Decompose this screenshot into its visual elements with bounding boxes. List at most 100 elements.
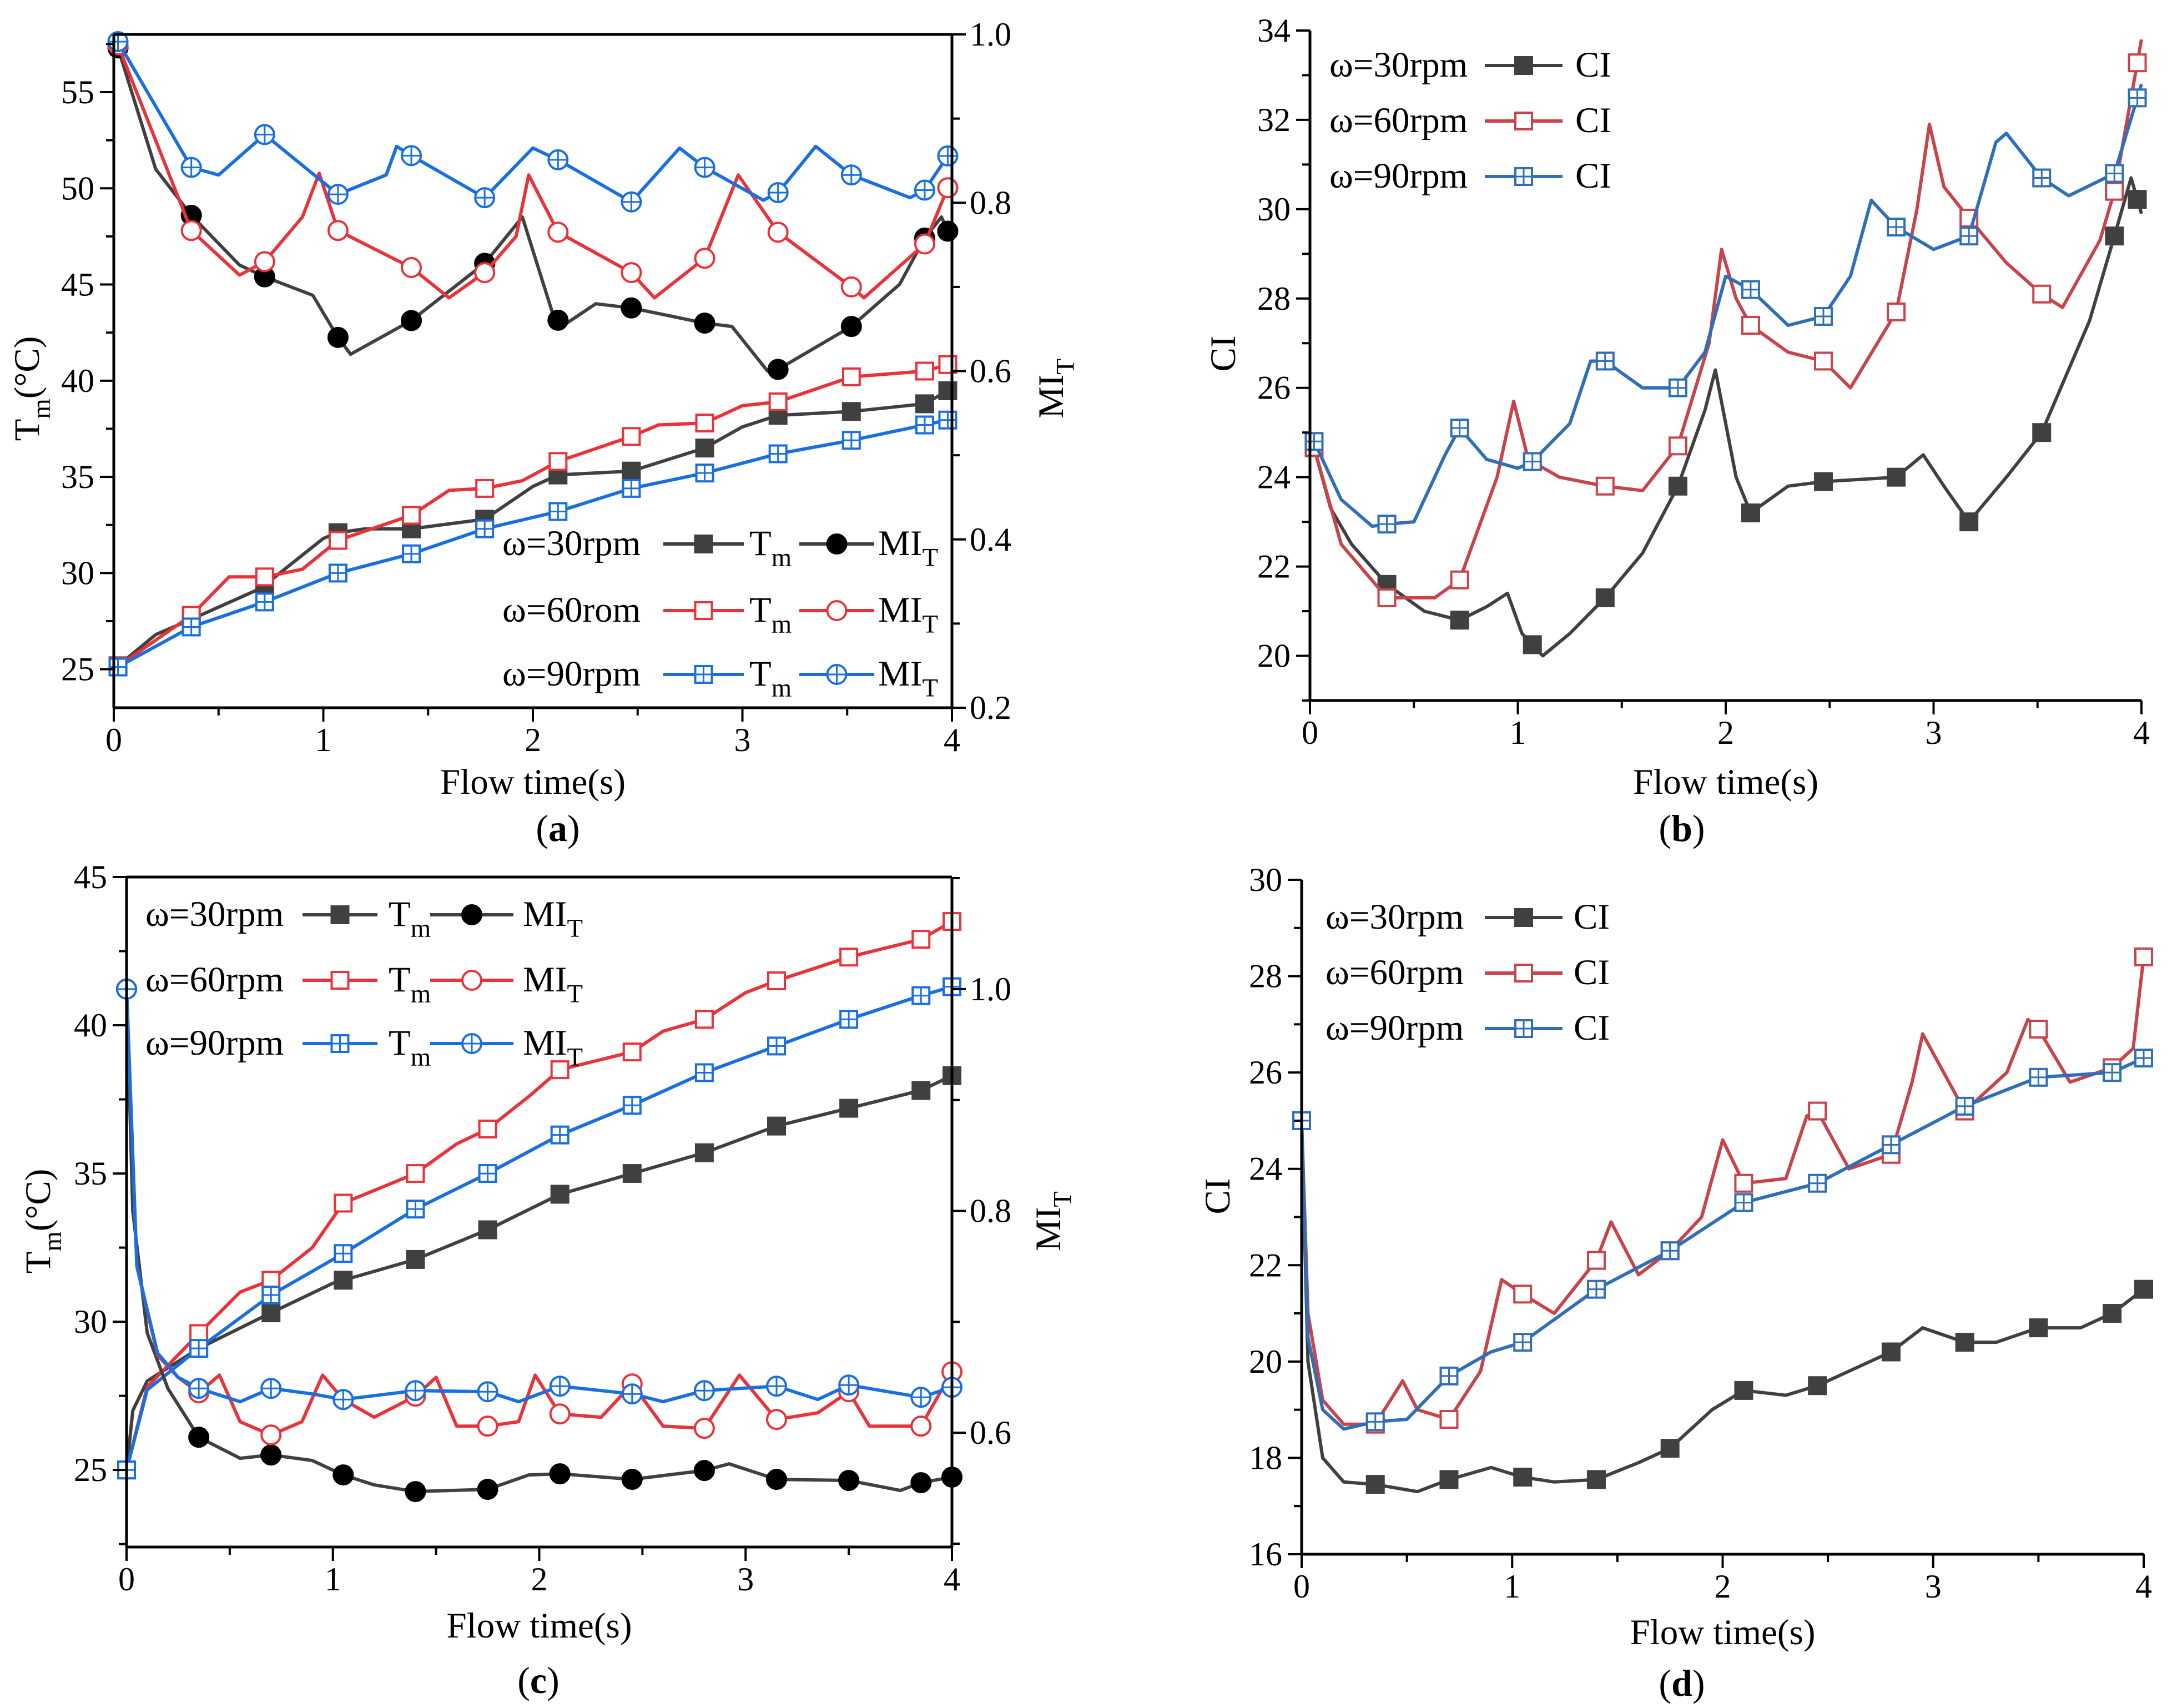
square-open-marker: [1814, 351, 1833, 371]
y-tick-label: 35: [74, 1155, 107, 1192]
y-tick-label: 40: [61, 362, 94, 399]
square-open-marker: [402, 506, 421, 525]
square-open-marker: [768, 392, 788, 411]
square-open-marker: [478, 1119, 497, 1138]
square-open-marker: [2032, 284, 2052, 304]
legend-item-label: Tm: [749, 523, 792, 572]
series-5: [116, 978, 962, 1410]
circle-open-marker: [180, 220, 202, 241]
series-5: [107, 31, 959, 213]
legend-row: ω=90rpm Tm MIT: [145, 1023, 583, 1072]
series-line: [1308, 176, 2143, 658]
square-open-marker: [255, 567, 274, 587]
legend-item-label-sub: T: [567, 980, 583, 1009]
circle-filled-marker: [332, 1464, 354, 1486]
square-filled-marker: [1450, 611, 1469, 630]
square-filled-marker: [1523, 635, 1542, 654]
square-open-marker: [1439, 1410, 1459, 1429]
panel-letter: c: [530, 1659, 547, 1701]
circle-filled-marker: [693, 1460, 715, 1482]
legend-item-label-sub: T: [567, 914, 583, 943]
legend-item-label: CI: [1575, 156, 1611, 196]
legend-label: ω=60rpm: [1326, 953, 1464, 992]
legend-label: ω=90rpm: [145, 1023, 284, 1063]
series-line: [1300, 1056, 2145, 1431]
series-line: [112, 33, 954, 300]
y-tick-label: 30: [1257, 191, 1291, 228]
square-filled-marker: [911, 1081, 931, 1100]
square-open-marker: [915, 361, 934, 381]
square-filled-marker: [1741, 503, 1760, 523]
legend-item-label: CI: [1574, 1008, 1610, 1048]
square-open-marker: [2128, 53, 2147, 73]
panel-paren: (: [517, 1659, 530, 1701]
y-tick-label: 20: [1257, 638, 1291, 674]
square-filled-marker: [2103, 1304, 2122, 1323]
panel-paren: (: [1659, 807, 1671, 849]
square-open-marker: [622, 1042, 642, 1062]
legend-item-label: MIT: [878, 654, 938, 703]
series-line: [112, 34, 954, 373]
square-filled-marker: [1808, 1376, 1827, 1395]
legend-item-label-sub: m: [411, 1043, 431, 1072]
circle-filled-marker: [549, 1463, 571, 1485]
x-tick-label: 3: [1926, 714, 1942, 751]
series-0: [1304, 176, 2147, 658]
square-open-marker: [1513, 1284, 1533, 1304]
circle-filled-marker: [188, 1427, 210, 1448]
panel-paren: (: [536, 807, 548, 849]
y-tick-label: 26: [1257, 370, 1291, 406]
circle-filled-marker: [621, 1469, 643, 1490]
y-tick-label: 28: [1257, 280, 1291, 317]
legend-item-label-main: MI: [523, 894, 567, 934]
x-axis-label: Flow time(s): [446, 1606, 632, 1646]
square-filled-marker: [841, 402, 861, 421]
legend-item-label-main: CI: [1575, 156, 1611, 196]
panel-letter: d: [1671, 1662, 1692, 1704]
series-1: [1304, 39, 2147, 607]
x-axis-label: Flow time(s): [1630, 1613, 1815, 1652]
square-filled-marker: [2134, 1279, 2153, 1299]
panel-label: (d): [1659, 1662, 1705, 1704]
legend-item-label: MIT: [878, 523, 938, 572]
x-axis-label: Flow time(s): [440, 762, 626, 802]
legend: ω=30rpm CI ω=60rpm CI ω=90rpm CI: [1329, 45, 1611, 196]
legend-item-label-main: T: [389, 894, 411, 934]
square-open-marker: [406, 1164, 425, 1183]
y-tick-label: 25: [74, 1452, 107, 1488]
circle-filled-marker: [767, 359, 789, 380]
panel-paren: ): [1692, 807, 1705, 849]
circle-open-marker: [401, 257, 422, 279]
panel-paren: ): [1692, 1662, 1705, 1704]
y2-tick-label: 0.2: [970, 689, 1011, 726]
y-axis-label-main: T: [18, 1252, 58, 1274]
circle-open-marker: [693, 1418, 715, 1439]
y-axis-label: CI: [1198, 1178, 1238, 1215]
square-open-marker: [1741, 316, 1760, 335]
square-filled-marker: [1595, 588, 1615, 607]
legend-item-label-main: T: [749, 523, 772, 563]
square-filled-marker: [1959, 512, 1979, 532]
square-filled-marker: [1514, 56, 1533, 75]
square-open-marker: [2134, 947, 2153, 966]
square-filled-marker: [622, 1164, 642, 1183]
series-2: [1292, 1049, 2153, 1432]
circle-filled-marker: [477, 1479, 498, 1500]
square-open-marker: [1514, 964, 1533, 983]
circle-open-marker: [937, 177, 959, 199]
circle-filled-marker: [694, 313, 715, 334]
legend-item-label: CI: [1574, 897, 1610, 937]
legend-item-label-sub: T: [922, 610, 938, 639]
series-line: [125, 920, 953, 1470]
panel-paren: (: [1659, 1662, 1671, 1704]
legend-item-label-sub: T: [922, 543, 938, 572]
series-2: [108, 410, 957, 677]
legend-item-label-main: T: [389, 1023, 411, 1063]
y2-tick-label: 0.4: [970, 521, 1011, 558]
y-tick-label: 22: [1257, 548, 1291, 585]
y-axis-label-sub: m: [38, 1231, 67, 1251]
series-0: [1292, 1111, 2153, 1494]
series-line: [1300, 1120, 2145, 1494]
